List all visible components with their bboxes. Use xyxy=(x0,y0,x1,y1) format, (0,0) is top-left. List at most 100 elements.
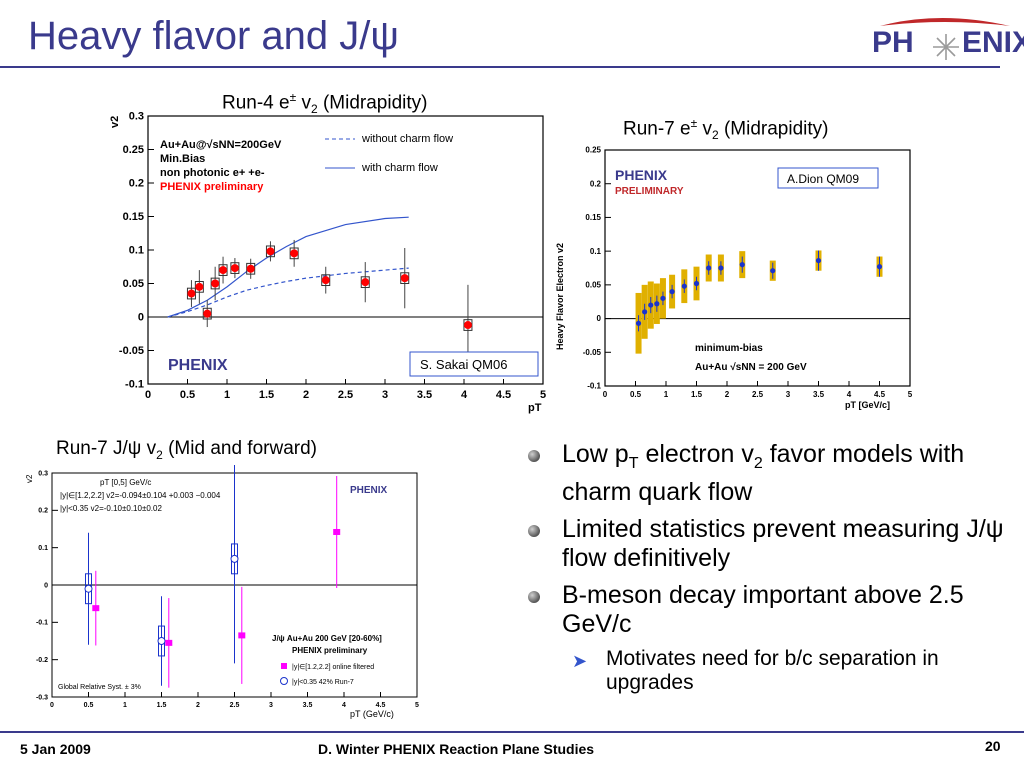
annotation-sakai: S. Sakai QM06 xyxy=(420,357,507,372)
info-line-1: Au+Au@√sNN=200GeV xyxy=(160,139,282,151)
x-tick-label: 2.5 xyxy=(752,390,764,399)
footer-rule xyxy=(0,731,1024,733)
data-point xyxy=(815,257,822,264)
y-tick-label: -0.3 xyxy=(36,694,48,701)
data-point-forward xyxy=(165,639,173,646)
title-rule xyxy=(0,66,1000,68)
panel-title-run7-e: Run-7 e± v2 (Midrapidity) xyxy=(623,116,829,143)
minimum-bias-label: minimum-bias xyxy=(695,343,763,354)
data-point xyxy=(876,264,883,270)
y-tick-label: 0 xyxy=(44,582,48,589)
data-point xyxy=(770,268,776,274)
y-tick-label: 0.05 xyxy=(123,278,144,290)
phenix-mini-logo: PHENIX xyxy=(615,167,668,183)
x-tick-label: 3.5 xyxy=(417,389,432,401)
data-point-forward xyxy=(333,528,341,535)
legend-without-charm: without charm flow xyxy=(361,133,453,145)
arrow-icon: ➤ xyxy=(572,651,588,671)
x-tick-label: 4 xyxy=(461,389,468,401)
x-tick-label: 4.5 xyxy=(496,389,511,401)
data-point xyxy=(681,283,687,289)
info-line-2: Min.Bias xyxy=(160,153,205,165)
phenix-logo: PH ENIX xyxy=(870,12,1024,62)
bullet-item: B-meson decay important above 2.5 GeV/c xyxy=(522,581,1017,639)
x-tick-label: 1.5 xyxy=(157,702,167,709)
x-tick-label: 2 xyxy=(725,390,730,399)
x-tick-label: 1 xyxy=(224,389,230,401)
y-axis-label: v2 xyxy=(109,116,121,128)
data-point xyxy=(642,309,648,315)
chart-run7-jpsi-v2: 0 0.5 1 1.5 2 2.5 3 3.5 4 4.5 5 -0.3 -0.2 -0.1 0 0.1 0.2… xyxy=(25,465,419,719)
data-point xyxy=(211,279,220,288)
x-tick-label: 3.5 xyxy=(303,702,313,709)
legend-title: J/ψ Au+Au 200 GeV [20-60%] xyxy=(272,634,382,643)
syst-note: Global Relative Syst. ± 3% xyxy=(58,684,141,691)
data-point xyxy=(669,289,675,295)
phoenix-bird-icon xyxy=(880,18,1010,60)
y-tick-label: 0.2 xyxy=(129,178,144,190)
data-point xyxy=(290,249,299,258)
footer-page-number: 20 xyxy=(985,738,1001,754)
y-tick-label: -0.1 xyxy=(36,620,48,627)
legend-forward-swatch xyxy=(281,663,287,669)
y-tick-label: -0.1 xyxy=(125,379,144,391)
y-tick-label: 0.25 xyxy=(123,144,144,156)
x-tick-label: 1.5 xyxy=(691,390,703,399)
logo-text-right: ENIX xyxy=(962,26,1024,59)
x-tick-label: 4.5 xyxy=(874,390,886,399)
x-tick-label: 3 xyxy=(269,702,273,709)
x-tick-label: 4 xyxy=(847,390,852,399)
data-point xyxy=(706,265,712,271)
x-tick-label: 2.5 xyxy=(338,389,353,401)
phenix-mini-logo: PHENIX xyxy=(168,357,228,374)
data-point-forward xyxy=(92,605,100,612)
fit-line-1: pT [0,5] GeV/c xyxy=(100,478,151,487)
slide-title: Heavy flavor and J/ψ xyxy=(28,14,399,58)
y-tick-label: 0.2 xyxy=(590,179,602,188)
bullet-item: Low pT electron v2 favor models with cha… xyxy=(522,440,1017,507)
info-line-3: non photonic e+ +e- xyxy=(160,167,265,179)
data-point xyxy=(246,264,255,273)
x-tick-label: 0.5 xyxy=(84,702,94,709)
y-tick-label: 0.2 xyxy=(38,508,48,515)
curve-with-charm xyxy=(167,216,409,318)
x-tick-label: 1.5 xyxy=(259,389,274,401)
footer-center: D. Winter PHENIX Reaction Plane Studies xyxy=(318,741,595,757)
bullet-list: Low pT electron v2 favor models with cha… xyxy=(522,440,1017,695)
x-tick-label: 3 xyxy=(786,390,791,399)
y-tick-label: -0.2 xyxy=(36,657,48,664)
legend-forward: |y|∈[1.2,2.2] online filtered xyxy=(292,664,374,671)
panel-title-run7-jpsi: Run-7 J/ψ v2 (Mid and forward) xyxy=(56,438,317,462)
x-axis-label: pT xyxy=(528,402,542,414)
y-tick-label: 0 xyxy=(138,312,144,324)
data-point xyxy=(718,265,724,271)
legend-mid-swatch xyxy=(280,677,288,685)
y-tick-label: 0.15 xyxy=(585,213,601,222)
data-point xyxy=(361,278,370,287)
collision-label: Au+Au √sNN = 200 GeV xyxy=(695,362,807,373)
x-tick-label: 5 xyxy=(540,389,546,401)
annotation-box xyxy=(777,167,879,189)
data-point xyxy=(266,247,275,256)
y-tick-label: 0.05 xyxy=(585,281,601,290)
annotation-dion: A.Dion QM09 xyxy=(787,172,859,186)
data-point-mid xyxy=(84,584,93,593)
y-tick-label: -0.05 xyxy=(119,345,144,357)
phenix-mini-logo: PHENIX xyxy=(350,485,388,496)
data-point-forward xyxy=(238,632,246,639)
data-point xyxy=(463,321,472,330)
data-point xyxy=(400,274,409,283)
chart-run4-electron-v2: 0 0.5 1 1.5 2 2.5 3 3.5 4 4.5 5 -0.1 -0.05 0 0.05 0.1 0.… xyxy=(109,111,546,414)
x-tick-label: 4 xyxy=(342,702,346,709)
data-point xyxy=(654,301,660,307)
x-tick-label: 5 xyxy=(908,390,913,399)
data-point-mid xyxy=(230,554,239,563)
sub-bullet-item: ➤ Motivates need for b/c separation in u… xyxy=(572,647,939,694)
x-tick-label: 2 xyxy=(303,389,309,401)
data-point xyxy=(219,266,228,275)
y-tick-label: 0.1 xyxy=(590,247,602,256)
x-tick-label: 5 xyxy=(415,702,419,709)
data-point-mid xyxy=(157,637,166,645)
preliminary-label: PHENIX preliminary xyxy=(160,181,264,193)
data-point xyxy=(203,309,212,318)
